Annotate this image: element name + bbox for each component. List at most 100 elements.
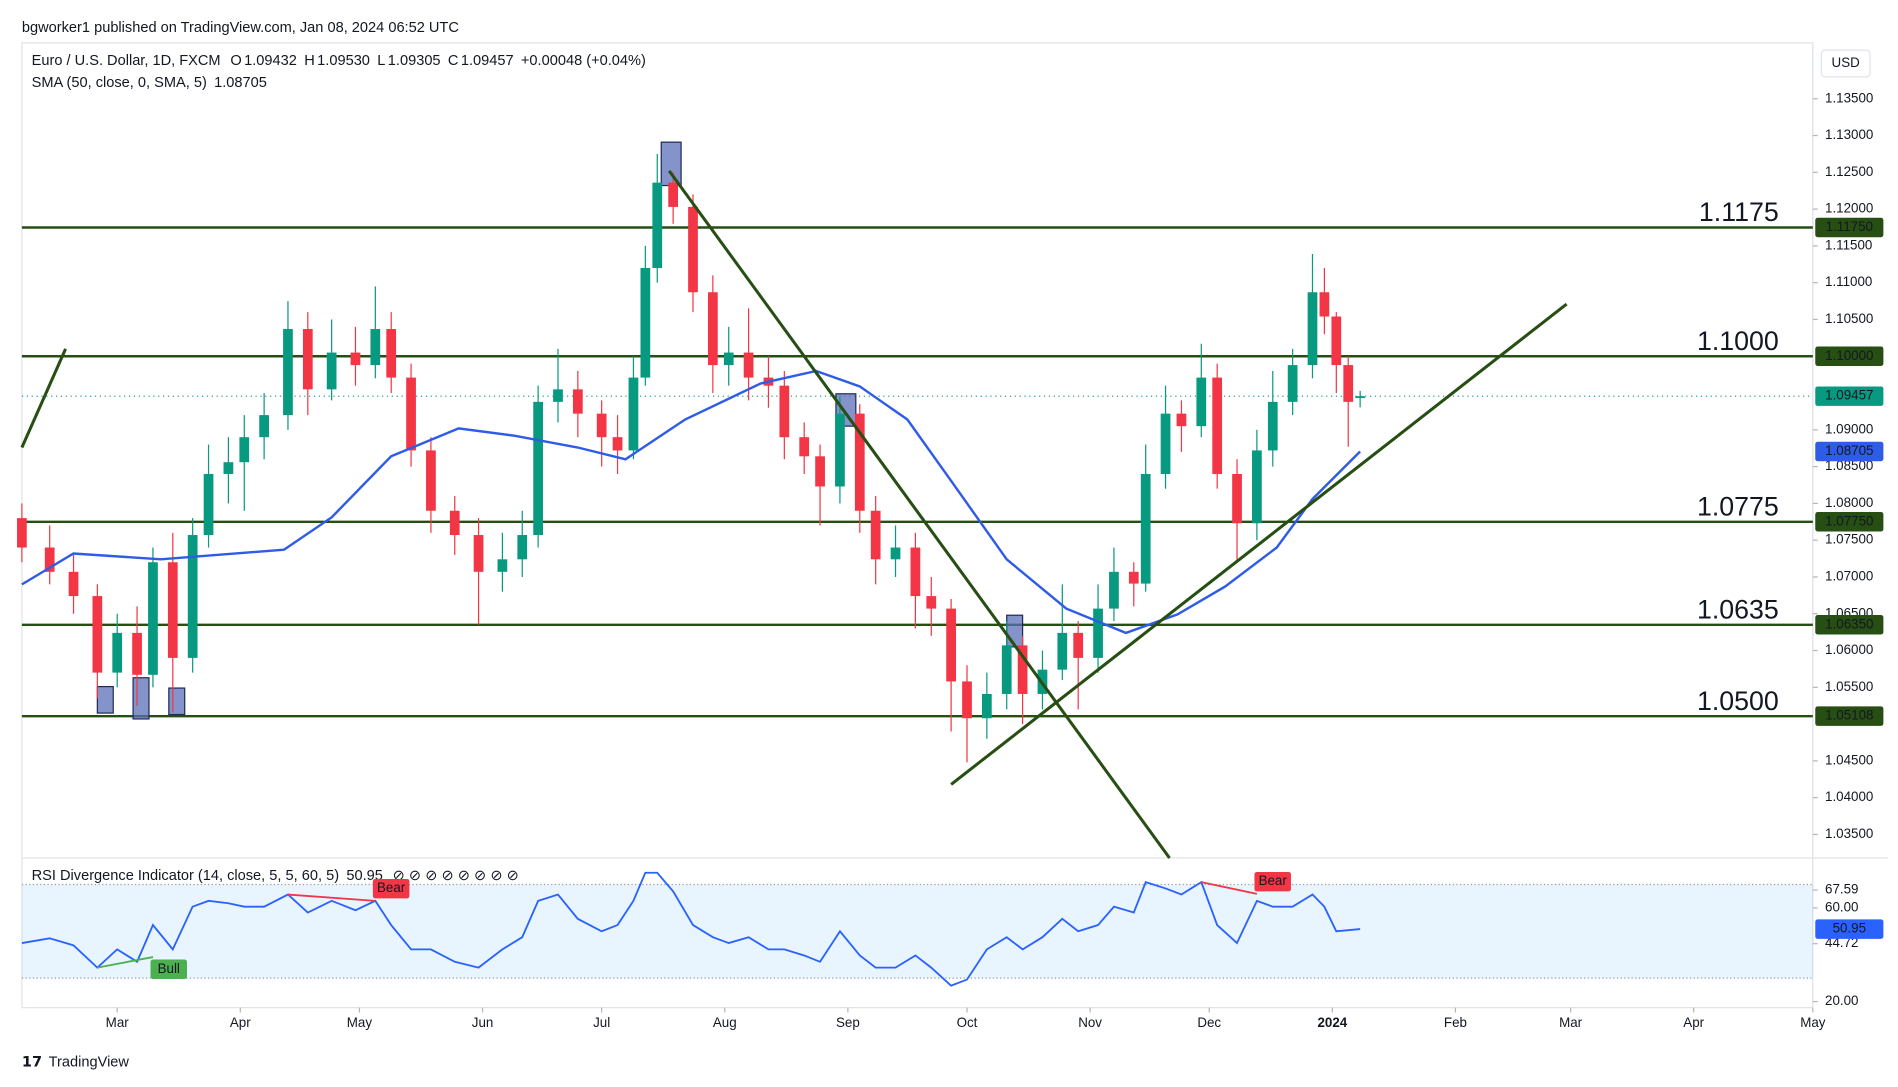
y-tick-label: 1.09000 [1825,421,1873,436]
candle-body [406,377,416,451]
x-tick-label: 2024 [1317,1015,1347,1030]
candle-body [668,182,679,207]
axis-marker [1815,217,1884,238]
divergence-line [1201,881,1258,895]
sma-line [21,369,1361,635]
candle-body [44,547,55,572]
candle-body [779,385,790,438]
legend-text: O [230,53,241,69]
candle-body [239,437,250,463]
rsi-y-tick-label: 44.72 [1825,935,1858,950]
currency[interactable]: USD [1832,55,1861,70]
candle-body [1343,365,1354,402]
divergence-tag [1254,871,1291,892]
y-tick-label: 1.08500 [1825,458,1873,473]
x-tick-label: Apr [230,1015,251,1030]
x-tick-label: Aug [713,1015,737,1030]
currency-box[interactable] [1820,49,1871,78]
candle-body [799,437,810,457]
rsi-y-tick-label: 60.00 [1825,899,1858,914]
candle-body [1001,645,1012,694]
axis-marker-label: 1.08705 [1825,443,1873,458]
candle-body [1140,473,1151,584]
y-tick-label: 1.12500 [1825,164,1873,179]
candle-body [68,571,79,597]
candle-body [1307,292,1318,366]
level-text: 1.0500 [1697,686,1779,716]
y-tick-label: 1.12000 [1825,201,1873,216]
rsi-y-tick-label: 67.59 [1825,882,1858,897]
y-tick-label: 1.11000 [1825,274,1872,289]
x-tick-label: Feb [1444,1015,1467,1030]
candle-body [688,206,698,293]
y-tick-label: 1.07500 [1825,532,1873,547]
y-tick-label: 1.06000 [1825,642,1873,657]
y-tick-label: 1.08000 [1825,495,1873,510]
divergence-line [97,956,154,969]
axis-marker [1815,441,1884,462]
level-text: 1.1000 [1697,326,1779,356]
candle-body [167,562,178,658]
candle-body [612,437,623,451]
candle-body [815,456,825,487]
candle-body [890,547,901,560]
rsi-band [21,884,1813,979]
candle-body [1017,645,1028,694]
y-tick-label: 1.04000 [1825,789,1873,804]
candle-body [723,352,734,366]
axis-marker [1815,346,1884,366]
y-tick-label: 1.10500 [1825,311,1873,326]
legend-text: Euro / U.S. Dollar, 1D, FXCM [32,53,221,69]
candle-body [1109,571,1119,609]
rsi-icons: ⊘ ⊘ ⊘ ⊘ ⊘ ⊘ ⊘ ⊘ [393,868,519,884]
marker-box [132,677,150,720]
legend-text: SMA (50, close, 0, SMA, 5) [32,75,207,91]
divergence-label: Bear [1259,873,1288,888]
legend-text: 1.09457 [461,53,514,69]
candle-body [17,518,27,548]
candle-body [553,389,563,402]
candle-body [1331,316,1342,366]
y-tick-label: 1.03500 [1825,826,1873,841]
axis-marker-label: 1.05108 [1825,708,1873,723]
x-tick-label: May [347,1015,373,1030]
candle-body [572,389,583,414]
candle-body [743,352,754,378]
x-tick-label: Dec [1197,1015,1221,1030]
x-tick-label: Jul [593,1015,610,1030]
trend-line [20,348,67,449]
candle-body [1212,377,1223,474]
legend-text: +0.00048 (+0.04%) [521,53,646,69]
candle-body [1319,292,1330,317]
candle-body [533,401,544,536]
legend-text: 1.09530 [317,53,370,69]
candle-body [1176,413,1187,427]
y-tick-label: 1.13000 [1825,127,1873,142]
candle-body [326,352,337,390]
candle-body [870,510,881,560]
y-tick-label: 1.07000 [1825,568,1873,583]
level-text: 1.0635 [1697,594,1779,624]
brand-logo: 𝟭𝟳 [22,1054,42,1070]
divergence-tag [150,959,188,979]
candle-body [962,681,972,719]
legend-text: 1.09305 [388,53,441,69]
y-tick-label: 1.13500 [1825,90,1873,105]
x-tick-label: Apr [1683,1015,1704,1030]
marker-box [168,687,186,716]
candle-body [259,415,269,438]
level-text: 1.0775 [1697,491,1779,521]
divergence-tag [372,878,410,899]
axis-marker [1815,512,1884,532]
axis-marker [1815,386,1884,406]
x-tick-label: Sep [836,1015,860,1030]
candle-body [1160,413,1171,474]
trend-line [667,169,1171,859]
candle-body [946,608,956,682]
candle-body [835,413,845,487]
candle-body [910,547,921,597]
publisher: bgworker1 published on TradingView.com, … [22,20,459,36]
candle-body [203,473,214,536]
